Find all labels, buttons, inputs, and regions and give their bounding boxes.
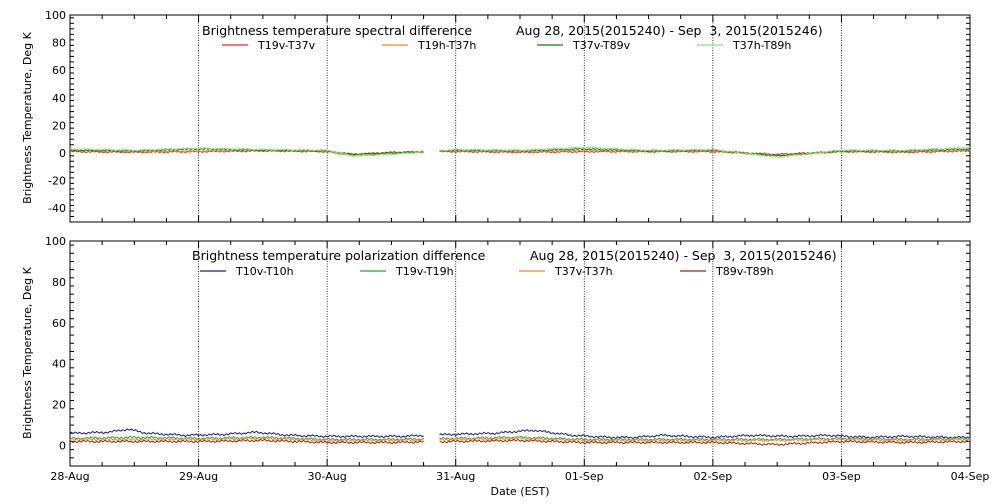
y-tick-label: 60 [52,64,66,77]
legend-label: T19h-T37h [417,39,476,52]
y-axis-ticks: 100 80 60 40 20 0 -20 -40 [45,9,970,223]
x-tick-label: 03-Sep [822,470,861,483]
x-axis-ticks: 28-Aug 29-Aug 30-Aug 31-Aug 01-Sep 02-Sep 03-S… [50,241,989,483]
y-tick-label: 80 [52,276,66,289]
x-tick-label: 28-Aug [50,470,89,483]
series-lines [69,428,971,446]
y-axis-label: Brightness Temperature, Deg K [21,266,34,438]
series-line-T89v-T89h [439,438,971,446]
series-line-T37v-T37h [439,436,971,443]
legend: T10v-T10h T19v-T19h T37v-T37h T89v-T89h [200,265,774,278]
x-tick-label: 29-Aug [179,470,218,483]
y-tick-label: 20 [52,399,66,412]
y-tick-label: 100 [45,235,66,248]
legend-label: T37v-T89v [572,39,631,52]
x-axis-label: Date (EST) [490,485,549,498]
y-axis-ticks: 100 80 60 40 20 0 [45,235,970,467]
y-tick-label: -40 [48,202,66,215]
day-gridlines [198,15,842,222]
plot-frame [69,240,971,467]
x-tick-label: 30-Aug [308,470,347,483]
x-tick-label: 01-Sep [565,470,604,483]
spectral-difference-panel: 100 80 60 40 20 0 -20 -40 Brightness temperatur… [21,9,971,223]
x-tick-label: 04-Sep [951,470,990,483]
legend-label: T37h-T89h [732,39,791,52]
y-tick-label: 80 [52,37,66,50]
y-tick-label: 20 [52,119,66,132]
x-tick-label: 02-Sep [694,470,733,483]
legend-label: T19v-T37v [257,39,316,52]
series-line-T19h-T37h [439,149,971,157]
series-line-T89v-T89h [70,438,424,445]
legend-label: T89v-T89h [715,265,774,278]
y-tick-label: 0 [59,147,66,160]
y-tick-label: 60 [52,317,66,330]
y-tick-label: 40 [52,358,66,371]
legend-label: T19v-T19h [395,265,454,278]
series-line-T37h-T89h [69,146,424,158]
series-line-T37v-T37h [69,436,424,443]
legend-label: T37v-T37h [554,265,613,278]
legend: T19v-T37v T19h-T37h T37v-T89v T37h-T89h [222,39,791,52]
x-axis-ticks [69,15,971,222]
y-tick-label: 40 [52,92,66,105]
chart-date-range: Aug 28, 2015(2015240) - Sep 3, 2015(2015… [516,23,823,38]
polarization-difference-panel: 100 80 60 40 20 0 28-Aug 29-Aug 30-Aug 31-Aug 01-… [21,235,989,483]
y-axis-label: Brightness Temperature, Deg K [21,31,34,203]
day-gridlines [198,241,842,466]
chart-title: Brightness temperature spectral differen… [202,23,472,38]
series-line-T10v-T10h [439,429,971,440]
chart-date-range: Aug 28, 2015(2015240) - Sep 3, 2015(2015… [530,248,837,263]
series-line-T37h-T89h [439,146,971,159]
y-tick-label: 0 [59,440,66,453]
series-lines [69,146,971,159]
plot-frame [69,14,971,223]
legend-label: T10v-T10h [235,265,294,278]
series-line-T10v-T10h [69,428,424,439]
chart-title: Brightness temperature polarization diff… [192,248,486,263]
y-tick-label: -20 [48,175,66,188]
y-tick-label: 100 [45,9,66,22]
x-tick-label: 31-Aug [436,470,475,483]
